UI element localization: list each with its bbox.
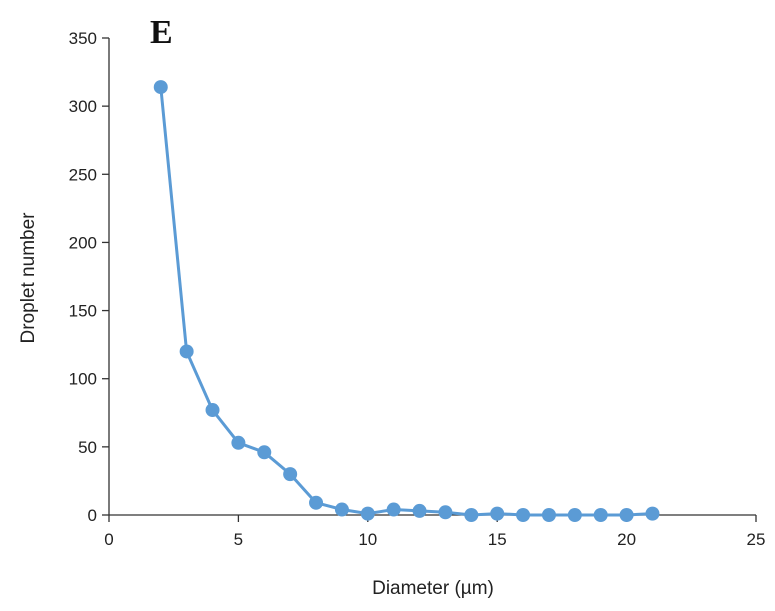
x-axis-title: Diameter (µm) xyxy=(372,578,494,599)
data-point xyxy=(645,506,660,521)
y-axis-title: Droplet number xyxy=(18,212,39,344)
y-tick-label: 150 xyxy=(69,302,97,321)
y-tick-label: 100 xyxy=(69,370,97,389)
data-point xyxy=(386,502,401,517)
x-tick-label: 0 xyxy=(104,530,113,549)
data-point xyxy=(257,445,272,460)
y-tick-label: 50 xyxy=(78,438,97,457)
data-point xyxy=(231,435,246,450)
data-point xyxy=(309,495,324,510)
data-point xyxy=(541,508,556,522)
data-point xyxy=(153,80,168,95)
y-tick-label: 300 xyxy=(69,97,97,116)
data-point xyxy=(205,403,220,418)
data-point xyxy=(283,467,298,482)
y-tick-label: 350 xyxy=(69,29,97,48)
x-tick-label: 20 xyxy=(617,530,636,549)
data-point xyxy=(438,505,453,520)
axes xyxy=(102,37,757,522)
tick-labels: 0 50 100 150 200 250 300 350 0 5 10 15 20 25 xyxy=(69,29,766,549)
data-point xyxy=(360,506,375,521)
data-point xyxy=(464,508,479,522)
data-point xyxy=(516,508,531,522)
data-point xyxy=(179,344,194,359)
x-tick-label: 5 xyxy=(234,530,243,549)
data-point xyxy=(412,503,427,518)
y-tick-label: 250 xyxy=(69,165,97,184)
plot-area xyxy=(153,80,660,522)
data-point xyxy=(593,508,608,522)
y-tick-label: 0 xyxy=(88,506,97,525)
data-point xyxy=(567,508,582,522)
data-point xyxy=(619,508,634,522)
x-tick-label: 25 xyxy=(747,530,766,549)
data-point xyxy=(490,506,505,521)
x-tick-label: 15 xyxy=(488,530,507,549)
y-tick-label: 200 xyxy=(69,233,97,252)
panel-label: E xyxy=(150,14,173,51)
x-tick-label: 10 xyxy=(358,530,377,549)
data-point xyxy=(334,502,349,517)
series-line xyxy=(159,86,653,517)
